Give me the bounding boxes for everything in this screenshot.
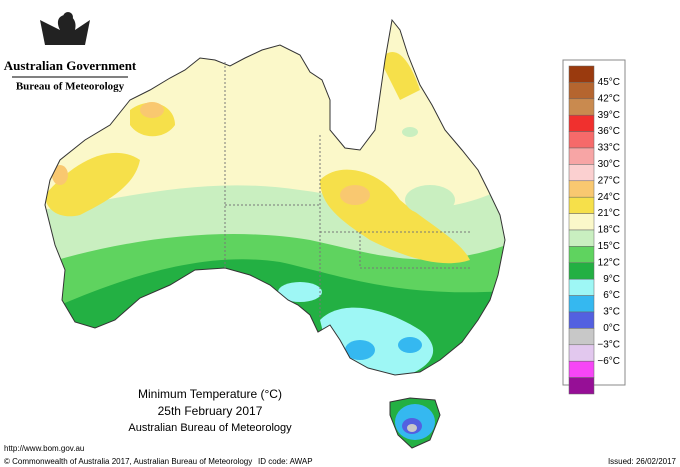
- legend-label: 6°C: [603, 290, 620, 301]
- legend-swatch: [568, 311, 595, 329]
- map-date: 25th February 2017: [158, 404, 263, 418]
- legend-label: 21°C: [598, 208, 620, 219]
- legend-label: 0°C: [603, 323, 620, 334]
- legend-label: 39°C: [598, 110, 620, 121]
- legend-swatch: [568, 262, 595, 280]
- legend-label: 18°C: [598, 225, 620, 236]
- id-code: ID code: AWAP: [258, 457, 313, 466]
- legend-swatch: [568, 180, 595, 198]
- legend-swatch: [568, 360, 595, 378]
- legend-swatch: [568, 328, 595, 346]
- legend-swatch: [568, 131, 595, 149]
- legend-label: 24°C: [598, 192, 620, 203]
- legend-label: 30°C: [598, 159, 620, 170]
- legend-label: 12°C: [598, 257, 620, 268]
- legend-swatch: [568, 147, 595, 165]
- legend-label: 27°C: [598, 175, 620, 186]
- legend-swatch: [568, 82, 595, 100]
- legend-swatch: [568, 164, 595, 182]
- legend-label: −3°C: [597, 339, 620, 350]
- legend-swatch: [568, 295, 595, 313]
- emblem: [40, 12, 90, 45]
- legend-swatch: [568, 278, 595, 296]
- legend-label: 9°C: [603, 274, 620, 285]
- legend-swatch: [568, 98, 595, 116]
- legend-swatch: [568, 114, 595, 132]
- legend-swatch: [568, 229, 595, 247]
- map-agency: Australian Bureau of Meteorology: [128, 422, 292, 434]
- legend-label: 15°C: [598, 241, 620, 252]
- legend-swatch: [568, 213, 595, 231]
- legend-swatch: [568, 377, 595, 395]
- legend-swatch: [568, 65, 595, 83]
- bureau-name: Bureau of Meteorology: [16, 81, 125, 93]
- legend-label: 36°C: [598, 126, 620, 137]
- url: http://www.bom.gov.au: [4, 444, 84, 453]
- legend-label: 42°C: [598, 93, 620, 104]
- legend-swatch: [568, 344, 595, 362]
- legend-swatch: [568, 246, 595, 264]
- map-title: Minimum Temperature (°C): [138, 387, 282, 401]
- legend: 45°C 42°C 39°C 36°C 33°C 30°C 27°C 24°C 21°C 18°C…: [568, 65, 620, 395]
- legend-label: 45°C: [598, 77, 620, 88]
- legend-label: −6°C: [597, 356, 620, 367]
- legend-swatch: [568, 196, 595, 214]
- state-borders: [224, 62, 470, 318]
- government-name: Australian Government: [4, 58, 137, 73]
- copyright: © Commonwealth of Australia 2017, Austra…: [4, 457, 252, 466]
- legend-label: 3°C: [603, 307, 620, 318]
- legend-label: 33°C: [598, 143, 620, 154]
- issued-date: Issued: 26/02/2017: [608, 457, 677, 466]
